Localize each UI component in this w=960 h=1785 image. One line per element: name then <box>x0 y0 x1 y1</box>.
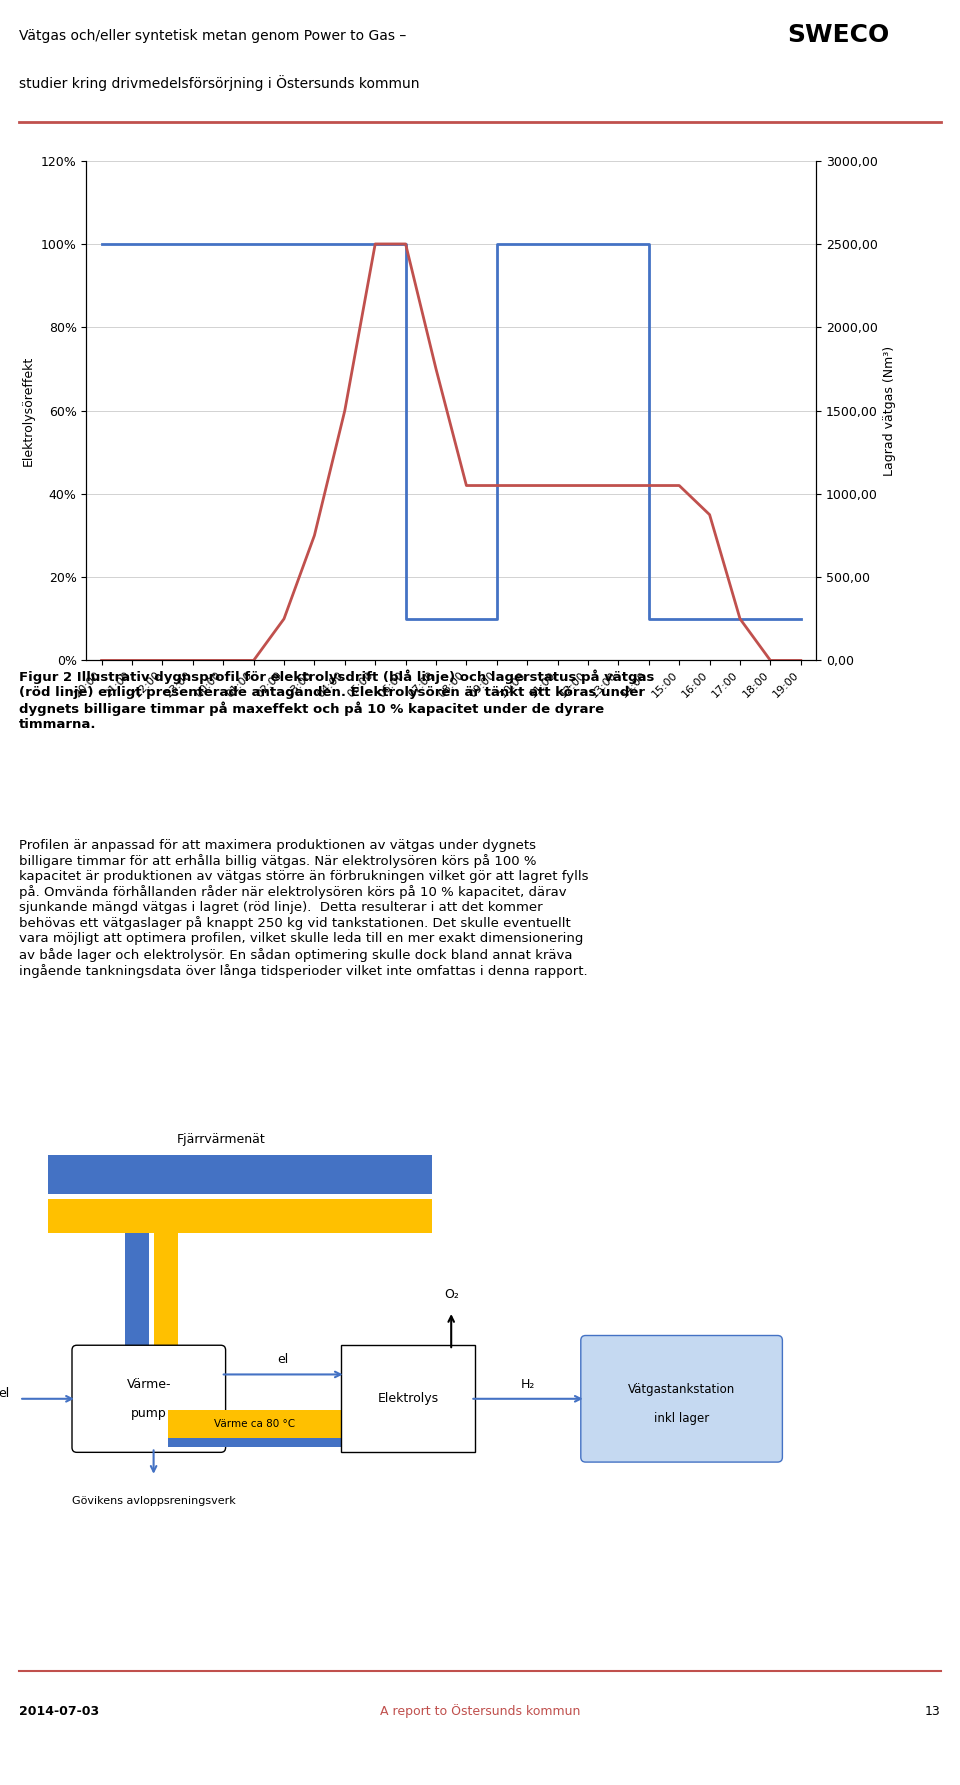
FancyBboxPatch shape <box>48 1155 432 1194</box>
Y-axis label: Elektrolysöreffekt: Elektrolysöreffekt <box>22 355 36 466</box>
FancyBboxPatch shape <box>125 1233 149 1360</box>
Text: Fjärrvärmenät: Fjärrvärmenät <box>177 1133 265 1146</box>
FancyBboxPatch shape <box>168 1437 346 1448</box>
Text: SWECO: SWECO <box>787 23 890 46</box>
Text: Gövikens avloppsreningsverk: Gövikens avloppsreningsverk <box>72 1496 235 1507</box>
Text: studier kring drivmedelsförsörjning i Östersunds kommun: studier kring drivmedelsförsörjning i Ös… <box>19 75 420 91</box>
Text: Figur 2 Illustrativ dygnsprofil för elektrolysdrift (blå linje) och lagerstatus : Figur 2 Illustrativ dygnsprofil för elek… <box>19 669 655 730</box>
Text: pump: pump <box>131 1407 167 1419</box>
Text: el: el <box>277 1353 289 1366</box>
FancyBboxPatch shape <box>341 1346 475 1453</box>
FancyBboxPatch shape <box>581 1335 782 1462</box>
Text: Värme-: Värme- <box>127 1378 171 1391</box>
Text: Vätgas och/eller syntetisk metan genom Power to Gas –: Vätgas och/eller syntetisk metan genom P… <box>19 29 406 43</box>
Text: A report to Östersunds kommun: A report to Östersunds kommun <box>380 1705 580 1719</box>
FancyBboxPatch shape <box>72 1346 226 1453</box>
Text: inkl lager: inkl lager <box>654 1412 709 1424</box>
Text: 2014-07-03: 2014-07-03 <box>19 1705 99 1717</box>
FancyBboxPatch shape <box>48 1200 432 1233</box>
Text: Profilen är anpassad för att maximera produktionen av vätgas under dygnets
billi: Profilen är anpassad för att maximera pr… <box>19 839 588 978</box>
Text: el: el <box>0 1387 10 1401</box>
FancyBboxPatch shape <box>168 1410 346 1437</box>
Text: 13: 13 <box>925 1705 941 1717</box>
Text: H₂: H₂ <box>521 1378 535 1391</box>
Y-axis label: Lagrad vätgas (Nm³): Lagrad vätgas (Nm³) <box>883 346 896 475</box>
Text: O₂: O₂ <box>444 1289 459 1301</box>
Text: Värme ca 80 °C: Värme ca 80 °C <box>214 1419 295 1430</box>
Text: Vätgastankstation: Vätgastankstation <box>628 1383 735 1396</box>
FancyBboxPatch shape <box>154 1233 178 1360</box>
Text: Elektrolys: Elektrolys <box>377 1392 439 1405</box>
